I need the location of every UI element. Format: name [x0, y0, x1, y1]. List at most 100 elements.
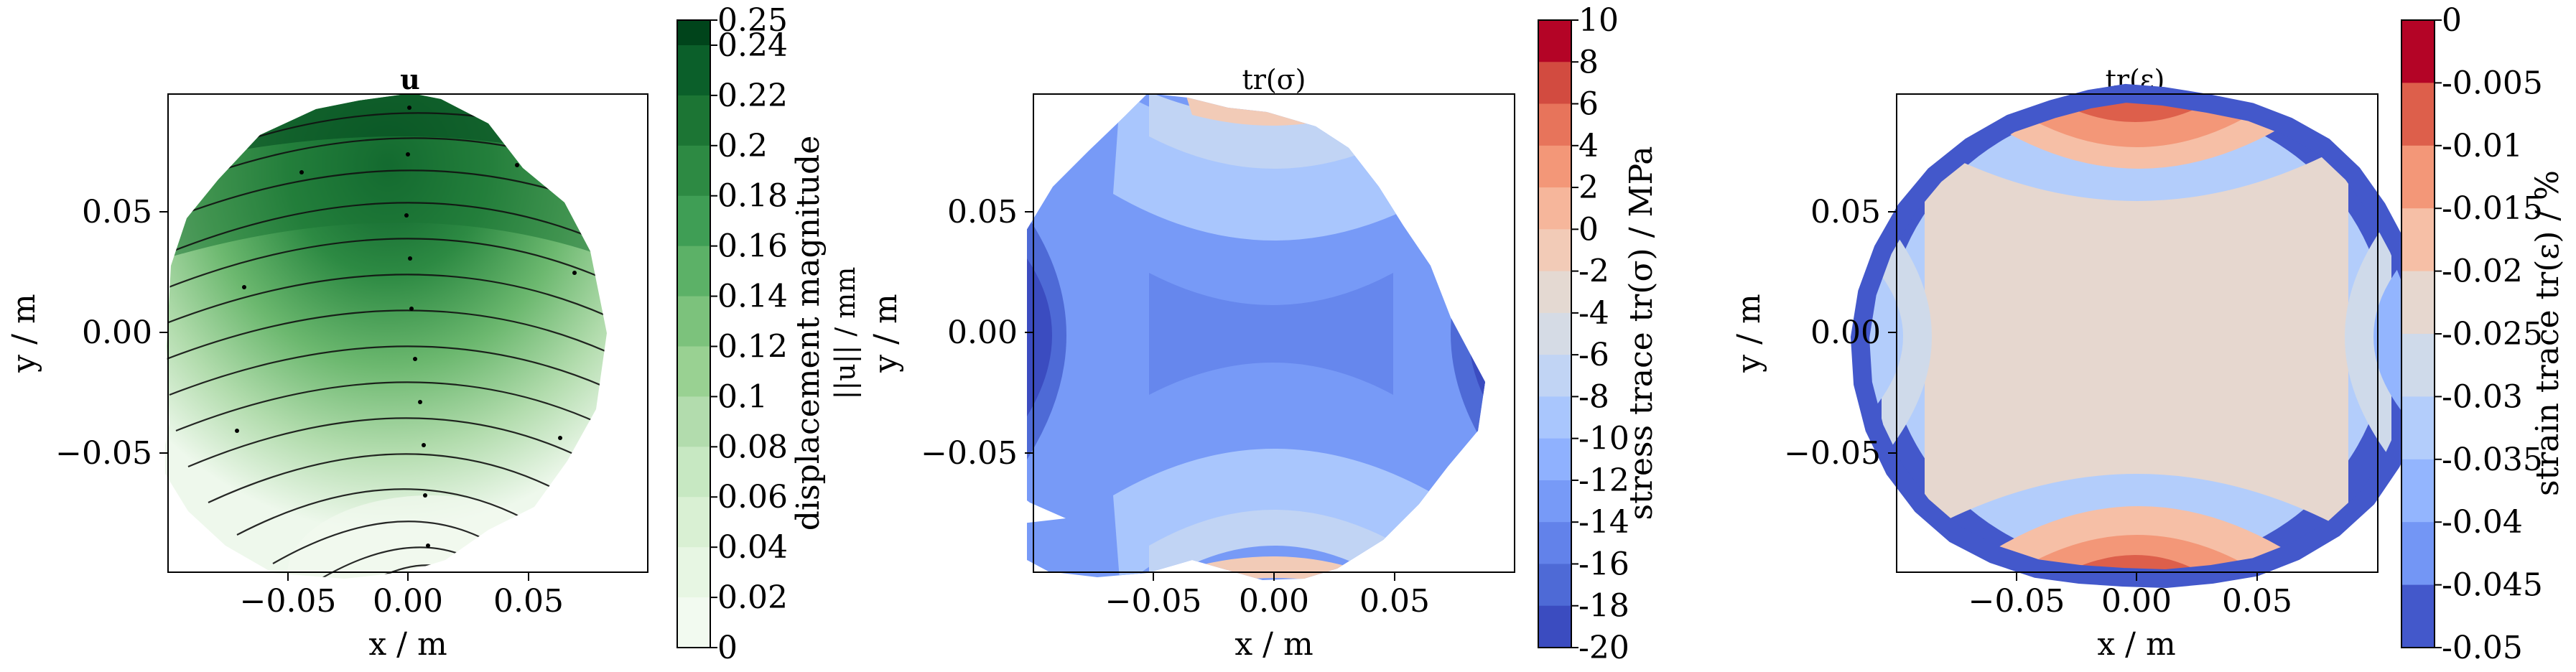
colorbar-tick-label: -8	[1578, 378, 1609, 415]
colorbar-segment	[2401, 522, 2435, 586]
colorbar-tick-label: 0.04	[717, 529, 788, 566]
colorbar-tick-label: 2	[1578, 169, 1599, 206]
colorbar-tick-label: 4	[1578, 128, 1599, 164]
colorbar-tick-label: -18	[1578, 588, 1629, 625]
colorbar-tick-label: -20	[1578, 630, 1629, 666]
xtick-label: 0.00	[373, 583, 443, 620]
colorbar-segment	[1538, 187, 1571, 230]
y-axis-label: y / m	[1731, 294, 1767, 373]
strain-rim	[1850, 83, 2433, 589]
panel-displacement: u	[6, 2, 861, 666]
xtick-label: −0.05	[240, 583, 337, 620]
colorbar-segment	[677, 95, 710, 146]
colorbar-segment	[677, 45, 710, 96]
colorbar-segment	[677, 597, 710, 648]
colorbar-tick-label: -6	[1578, 337, 1609, 373]
colorbar-tick-label: 0.16	[717, 228, 788, 265]
x-ticks-strain	[2016, 572, 2258, 581]
panel-stress: tr(σ) −0.05 0.00 0.05 0.05 0.00 −0.05 x	[868, 2, 1660, 666]
colorbar-tick-label: 0.18	[717, 178, 788, 215]
ytick-label: 0.05	[1810, 194, 1881, 230]
colorbar-segment	[677, 396, 710, 447]
colorbar-segment	[1538, 522, 1571, 564]
colorbar-segment	[677, 296, 710, 347]
colorbar-tick-label: 0.02	[717, 579, 788, 616]
colorbar-segment	[1538, 605, 1571, 648]
xtick-label: 0.05	[1359, 583, 1430, 620]
xtick-label: −0.05	[1968, 583, 2065, 620]
xtick-label: 0.05	[2222, 583, 2292, 620]
colorbar-tick-label: 0	[2442, 2, 2462, 39]
colorbar-tick-label: -0.04	[2442, 504, 2523, 541]
colorbar-tick-label: -0.005	[2442, 65, 2543, 101]
stress-field	[1027, 93, 1485, 580]
colorbar-segment	[2401, 584, 2435, 648]
colorbar-segment	[1538, 480, 1571, 523]
colorbar-segment	[1538, 271, 1571, 314]
colorbar-tick-label: -16	[1578, 546, 1629, 582]
colorbar-segment	[2401, 334, 2435, 397]
colorbar-tick-label: -2	[1578, 253, 1609, 290]
streamlines	[166, 112, 607, 579]
colorbar-label-displacement-unit: ||u|| / mm	[829, 267, 861, 400]
ytick-label: −0.05	[1784, 435, 1881, 472]
colorbar-segment	[677, 447, 710, 498]
colorbar-tick-label: 0	[1578, 211, 1599, 248]
xtick-label: −0.05	[1105, 583, 1202, 620]
colorbar-tick-label: 0.06	[717, 479, 788, 515]
colorbar-segment	[677, 145, 710, 197]
colorbar-tick-label: 10	[1578, 2, 1619, 39]
colorbar-tick-label: 0.24	[717, 27, 788, 64]
colorbar-tick-label: 0.25	[717, 2, 788, 39]
colorbar-label-strain: strain trace tr(ε) / %	[2529, 170, 2566, 496]
colorbar-tick-label: 6	[1578, 86, 1599, 123]
colorbar-tick-label: -0.01	[2442, 128, 2523, 164]
colorbar-frame	[1538, 19, 1572, 648]
ytick-label: −0.05	[55, 435, 152, 472]
colorbar-segment	[677, 246, 710, 297]
x-axis-label: x / m	[2097, 626, 2175, 663]
colorbar-tick-label: -0.025	[2442, 316, 2543, 353]
colorbar-tick-label: -14	[1578, 504, 1629, 541]
y-ticks-stress	[1025, 211, 1033, 454]
colorbar-tick-label: -0.05	[2442, 630, 2523, 666]
colorbar-segment	[1538, 103, 1571, 146]
colorbar-tick-label: -0.045	[2442, 567, 2543, 604]
colorbar-segment	[677, 346, 710, 397]
panel-title-stress: tr(σ)	[1242, 64, 1306, 95]
colorbar-label-displacement: displacement magnitude	[790, 136, 827, 531]
colorbar-tick-label: 0.12	[717, 328, 788, 365]
colorbar-tick-label: 0.14	[717, 279, 788, 315]
displacement-field	[165, 93, 607, 579]
ytick-label: 0.00	[82, 314, 152, 351]
ytick-label: 0.05	[947, 194, 1018, 230]
colorbar-tick-label: 0.08	[717, 429, 788, 465]
x-ticks-displacement	[287, 572, 529, 581]
colorbar-segment	[2401, 83, 2435, 146]
panel-strain: tr(ε) −0.05 0.00 0.05 0.05 0.00	[1731, 2, 2566, 666]
colorbar-segment	[1538, 396, 1571, 439]
colorbar-segment	[2401, 145, 2435, 209]
colorbar-stress: 10 8 6 4 2 0 -2 -4 -6 -8 -10 -12 -14 -16 -18 -20	[1538, 2, 1629, 666]
colorbar-tick-label: 0.1	[717, 378, 768, 415]
colorbar-label-stress: stress trace tr(σ) / MPa	[1623, 146, 1660, 521]
x-axis-label: x / m	[1234, 626, 1313, 663]
y-ticks-strain	[1888, 211, 1897, 454]
colorbar-segment	[1538, 20, 1571, 62]
x-axis-label: x / m	[368, 626, 447, 663]
panel-title-displacement: u	[400, 63, 420, 95]
colorbar-tick-label: -4	[1578, 295, 1609, 332]
colorbar-tick-label: -12	[1578, 462, 1629, 499]
colorbar-tick-label: -0.035	[2442, 442, 2543, 478]
colorbar-strain: 0 -0.005 -0.01 -0.015 -0.02 -0.025 -0.03 -0.035…	[2401, 2, 2543, 666]
colorbar-tick-label: -0.03	[2442, 378, 2523, 415]
colorbar-segment	[1538, 438, 1571, 481]
xtick-label: 0.00	[2101, 583, 2172, 620]
colorbar-displacement: 0.250.24 0.22 0.2 0.18 0.16 0.14 0.12 0.1 0.08 0.…	[676, 2, 788, 666]
colorbar-tick-label: 8	[1578, 44, 1599, 80]
ytick-label: 0.00	[1810, 314, 1881, 351]
colorbar-segment	[2401, 20, 2435, 83]
colorbar-segment	[677, 547, 710, 598]
colorbar-segment	[1538, 355, 1571, 397]
